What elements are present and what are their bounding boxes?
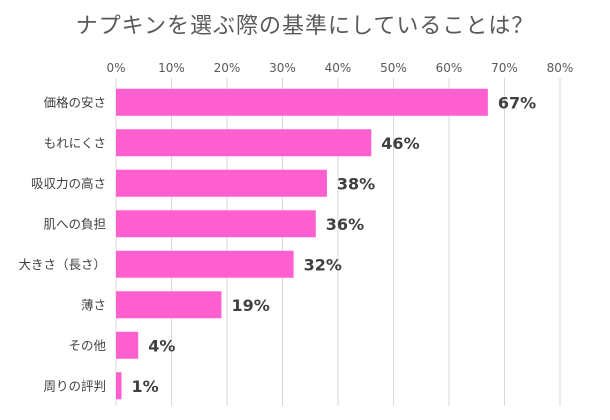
bar: [116, 372, 122, 400]
x-tick-label: 0%: [106, 61, 125, 75]
x-tick-label: 50%: [380, 61, 407, 75]
bar: [116, 250, 294, 278]
x-tick-label: 60%: [436, 61, 463, 75]
bar: [116, 88, 488, 116]
category-label: 大きさ（長さ）: [18, 257, 106, 272]
data-label: 38%: [337, 174, 375, 193]
data-label: 32%: [304, 255, 342, 274]
category-label: 肌への負担: [43, 216, 106, 231]
category-label: もれにくさ: [44, 135, 106, 150]
x-tick-label: 70%: [491, 61, 518, 75]
data-label: 36%: [326, 215, 364, 234]
x-tick-label: 10%: [158, 61, 185, 75]
bar: [116, 331, 139, 359]
data-label: 1%: [132, 377, 159, 396]
category-label: 吸収力の高さ: [31, 176, 106, 191]
data-label: 4%: [148, 336, 175, 355]
x-tick-label: 30%: [269, 61, 296, 75]
x-tick-label: 40%: [325, 61, 352, 75]
data-label: 67%: [498, 93, 536, 112]
category-label: 周りの評判: [43, 378, 106, 393]
bar: [116, 129, 372, 157]
bar: [116, 210, 316, 238]
category-label: その他: [68, 338, 106, 353]
category-label: 薄さ: [81, 297, 106, 312]
category-label: 価格の安さ: [43, 95, 106, 110]
bar: [116, 291, 222, 319]
data-label: 46%: [381, 134, 419, 153]
chart-title: ナプキンを選ぶ際の基準にしていることは？: [75, 14, 535, 39]
data-label: 19%: [231, 296, 269, 315]
x-tick-label: 20%: [214, 61, 241, 75]
bar: [116, 169, 327, 197]
x-tick-label: 80%: [547, 61, 574, 75]
